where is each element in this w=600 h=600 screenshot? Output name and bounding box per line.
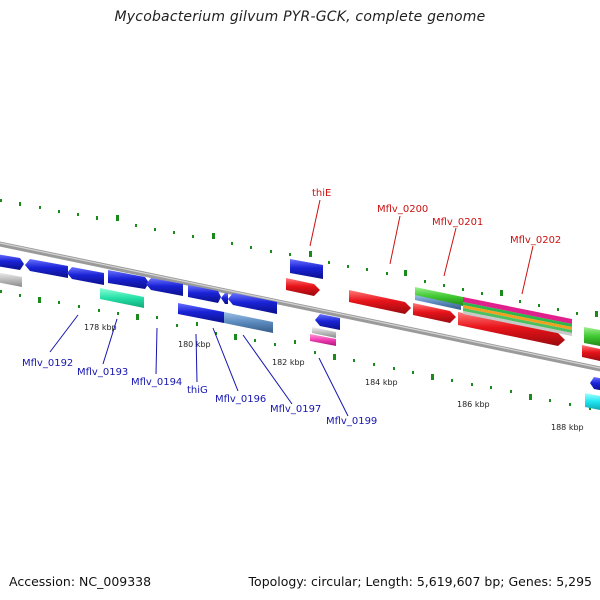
gene-label: Mflv_0196 [215,394,266,405]
gene-arrow [582,345,600,361]
feature-block [463,305,572,330]
gene-label-leaders-above [309,199,534,295]
kbp-label: 184 kbp [365,378,398,387]
gene-arrow [188,285,221,303]
genome-summary: Topology: circular; Length: 5,619,607 bp… [249,574,592,589]
gene-arrow [458,312,565,346]
feature-blocks[interactable] [0,272,600,410]
gene-arrow [290,259,323,279]
kbp-label: 182 kbp [272,358,305,367]
feature-block [585,393,600,410]
gene-label: Mflv_0194 [131,377,182,388]
gene-arrow [67,267,104,285]
length-label: Length: [365,574,413,589]
gene-label: Mflv_0197 [270,404,321,415]
kbp-label: 188 kbp [551,423,584,432]
gene-arrow [315,314,340,330]
feature-block [178,303,224,323]
kbp-labels: 178 kbp 180 kbp 182 kbp 184 kbp 186 kbp … [84,323,584,432]
kbp-label: 180 kbp [178,340,211,349]
feature-block [463,308,572,333]
genome-backbone [0,241,600,372]
gene-arrow [25,259,68,278]
gene-labels-above[interactable]: thiE Mflv_0200 Mflv_0201 Mflv_0202 [312,188,561,246]
outer-tick-ring [0,199,598,317]
genes-value: 5,295 [556,574,592,589]
gene-arrow [228,293,277,314]
gene-arrow [349,290,411,314]
gene-arrow [286,278,320,296]
gene-arrow [146,278,183,296]
gene-arrow [108,270,149,289]
accession-info: Accession: NC_009338 [9,574,151,589]
gene-arrow [590,377,600,391]
feature-block [310,334,336,346]
topology-label: Topology: [248,574,308,589]
accession-label: Accession: [9,574,76,589]
gene-label: Mflv_0200 [377,204,428,215]
kbp-label: 178 kbp [84,323,117,332]
map-title: Mycobacterium gilvum PYR-GCK, complete g… [114,9,486,25]
accession-value: NC_009338 [79,574,152,589]
inner-tick-ring [0,290,591,410]
topology-value: circular; [311,574,362,589]
gene-label: Mflv_0192 [22,358,73,369]
gene-label: Mflv_0202 [510,235,561,246]
feature-block [584,327,600,346]
feature-block [415,287,463,306]
gene-arrow [0,254,24,270]
feature-block [415,295,461,310]
feature-block [463,302,572,327]
gene-label: thiE [312,188,331,199]
gene-label-leaders-below [49,314,349,417]
feature-block [463,297,572,324]
kbp-label: 186 kbp [457,400,490,409]
gene-label: thiG [187,385,208,396]
forward-genes-left[interactable] [0,254,600,391]
gene-label: Mflv_0193 [77,367,128,378]
feature-block [100,288,144,308]
genes-label: Genes: [508,574,553,589]
gene-arrow [413,303,456,323]
gene-labels-below[interactable]: Mflv_0192 Mflv_0193 Mflv_0194 thiG Mflv_… [22,358,377,427]
feature-block [463,311,572,336]
reverse-genes[interactable] [286,278,600,361]
feature-block [312,327,336,338]
length-value: 5,619,607 bp; [416,574,505,589]
gene-label: Mflv_0201 [432,217,483,228]
gene-arrow [221,293,228,304]
gene-label: Mflv_0199 [326,416,377,427]
feature-block [0,272,22,287]
feature-block [224,312,273,333]
